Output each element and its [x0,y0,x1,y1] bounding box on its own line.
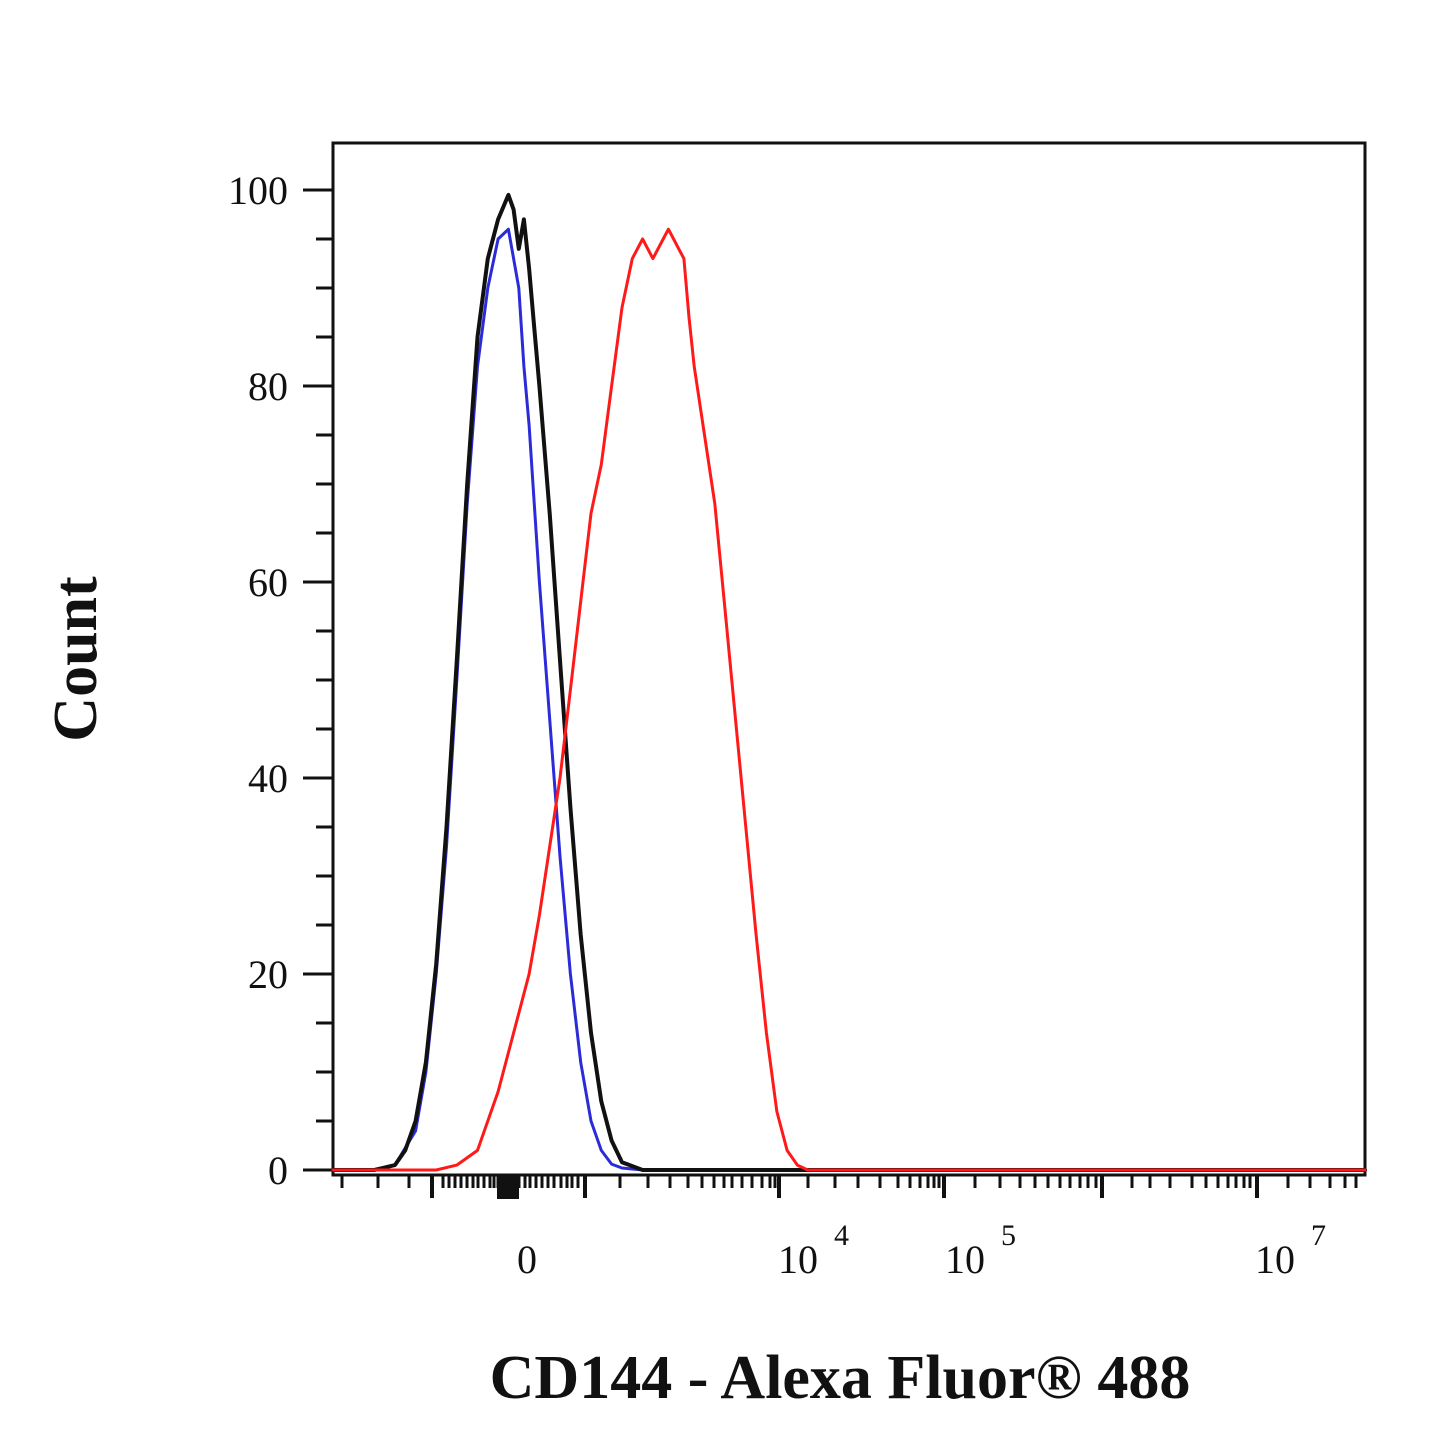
y-tick-label: 80 [248,364,288,409]
plot-frame [331,141,1367,1177]
x-tick-label: 10 [1255,1237,1295,1282]
x-tick-exponent: 4 [834,1219,849,1252]
x-tick-label: 10 [778,1237,818,1282]
x-zero-marker [497,1175,519,1199]
y-tick-label: 0 [268,1148,288,1193]
y-tick-label: 60 [248,560,288,605]
x-tick-exponent: 5 [1001,1219,1016,1252]
x-tick-label: 0 [517,1237,537,1282]
y-axis: 0 20 40 60 80 100 [228,168,333,1193]
x-axis: 0 10 4 10 5 10 7 [340,1175,1358,1282]
y-tick-label: 20 [248,952,288,997]
series-line-2 [331,192,1367,1172]
x-tick-label: 10 [945,1237,985,1282]
x-axis-title: CD144 - Alexa Fluor® 488 [490,1344,1191,1412]
y-axis-title: Count [42,576,110,742]
series-layer [331,192,1367,1172]
y-tick-label: 40 [248,756,288,801]
y-tick-label: 100 [228,168,288,213]
x-tick-exponent: 7 [1311,1219,1326,1252]
series-line-3 [331,227,1367,1172]
